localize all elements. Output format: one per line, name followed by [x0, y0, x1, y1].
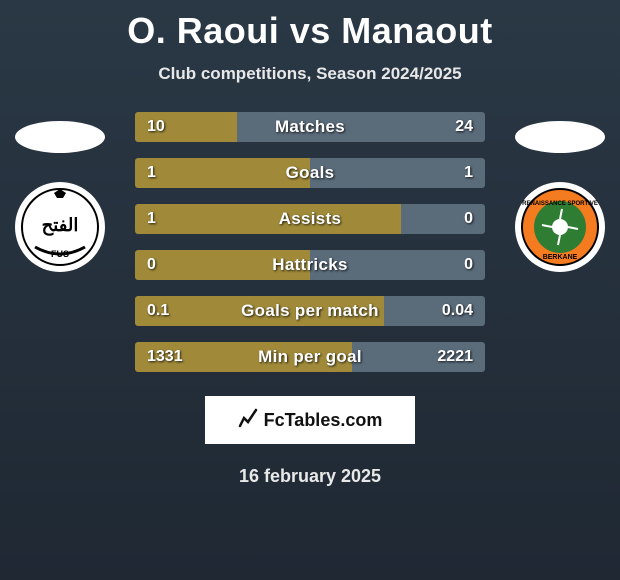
player-left-avatar — [10, 112, 110, 162]
stat-row: 0.10.04Goals per match — [135, 296, 485, 326]
stat-bar-right — [401, 204, 485, 234]
stat-bar-right — [310, 158, 485, 188]
stat-bar-left — [135, 204, 401, 234]
stat-row: 13312221Min per goal — [135, 342, 485, 372]
page-title: O. Raoui vs Manaout — [0, 0, 620, 52]
stat-row: 00Hattricks — [135, 250, 485, 280]
player-right-column: RENAISSANCE SPORTIVE BERKANE — [510, 112, 610, 272]
stats-list: 1024Matches 11Goals 10Assists 00Hattricks 0.… — [135, 112, 485, 372]
svg-text:الفتح: الفتح — [42, 215, 79, 236]
berkane-crest-icon: RENAISSANCE SPORTIVE BERKANE — [520, 187, 600, 267]
source-badge: FcTables.com — [205, 396, 415, 444]
stat-bar-right — [384, 296, 486, 326]
stat-bar-right — [310, 250, 485, 280]
snapshot-date: 16 february 2025 — [20, 466, 600, 487]
stat-row: 1024Matches — [135, 112, 485, 142]
source-badge-label: FcTables.com — [264, 410, 383, 431]
svg-text:RENAISSANCE SPORTIVE: RENAISSANCE SPORTIVE — [522, 201, 598, 207]
stat-row: 10Assists — [135, 204, 485, 234]
stat-bar-right — [237, 112, 486, 142]
player-right-avatar — [510, 112, 610, 162]
stat-bar-left — [135, 158, 310, 188]
stat-bar-left — [135, 250, 310, 280]
svg-text:FUS: FUS — [51, 249, 69, 259]
stat-bar-left — [135, 342, 352, 372]
club-right-crest: RENAISSANCE SPORTIVE BERKANE — [515, 182, 605, 272]
stat-bar-left — [135, 112, 237, 142]
player-left-column: الفتح FUS — [10, 112, 110, 272]
fctables-logo-icon — [238, 408, 258, 433]
stat-bar-left — [135, 296, 384, 326]
stat-bar-right — [352, 342, 485, 372]
svg-text:BERKANE: BERKANE — [543, 254, 578, 261]
stat-row: 11Goals — [135, 158, 485, 188]
comparison-panel: الفتح FUS RENAISSANCE SPORTIVE BERKANE 1… — [0, 112, 620, 487]
page-subtitle: Club competitions, Season 2024/2025 — [0, 64, 620, 84]
club-left-crest: الفتح FUS — [15, 182, 105, 272]
fus-crest-icon: الفتح FUS — [20, 187, 100, 267]
